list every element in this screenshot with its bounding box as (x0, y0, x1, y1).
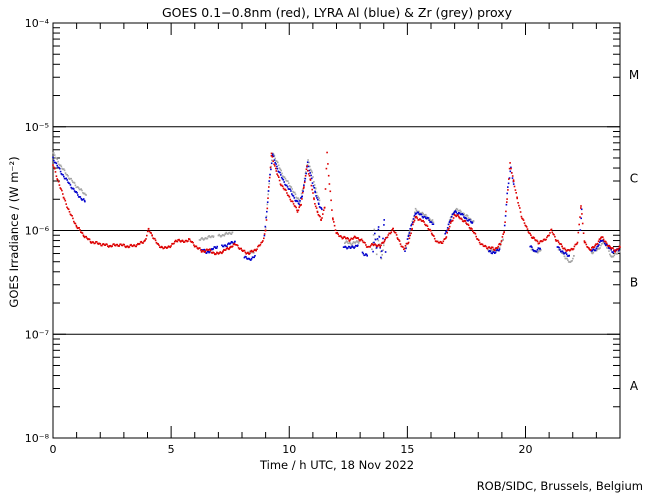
x-axis-label: Time / h UTC, 18 Nov 2022 (259, 458, 414, 472)
y-tick-label: 10⁻⁸ (25, 432, 50, 445)
x-tick-labels: 0 5 10 15 20 (50, 443, 533, 456)
flare-class-label: A (630, 379, 639, 393)
y-tick-labels: 10⁻⁴ 10⁻⁵ 10⁻⁶ 10⁻⁷ 10⁻⁸ (25, 17, 50, 445)
x-tick-label: 10 (282, 443, 296, 456)
x-tick-label: 20 (519, 443, 533, 456)
series-lyra-al-proxy (52, 153, 620, 261)
series-lyra-zr-proxy (52, 152, 621, 263)
flare-class-labels: M C B A (629, 68, 639, 393)
flare-class-label: B (630, 275, 638, 289)
x-tick-label: 5 (168, 443, 175, 456)
y-axis-label: GOES Irradiance / (W m⁻²) (7, 156, 21, 307)
y-tick-label: 10⁻⁶ (25, 225, 50, 238)
series-goes-0-1-0-8nm (52, 151, 621, 256)
flare-class-label: C (630, 172, 638, 186)
chart-title: GOES 0.1−0.8nm (red), LYRA Al (blue) & Z… (162, 5, 513, 20)
credit-footer: ROB/SIDC, Brussels, Belgium (477, 479, 643, 493)
flare-class-label: M (629, 68, 639, 82)
axes-frame (52, 22, 621, 439)
y-tick-label: 10⁻⁵ (25, 121, 49, 134)
x-tick-label: 0 (50, 443, 57, 456)
x-tick-label: 15 (400, 443, 414, 456)
y-tick-label: 10⁻⁴ (25, 17, 50, 30)
y-tick-label: 10⁻⁷ (25, 328, 49, 341)
data-series (52, 151, 621, 263)
